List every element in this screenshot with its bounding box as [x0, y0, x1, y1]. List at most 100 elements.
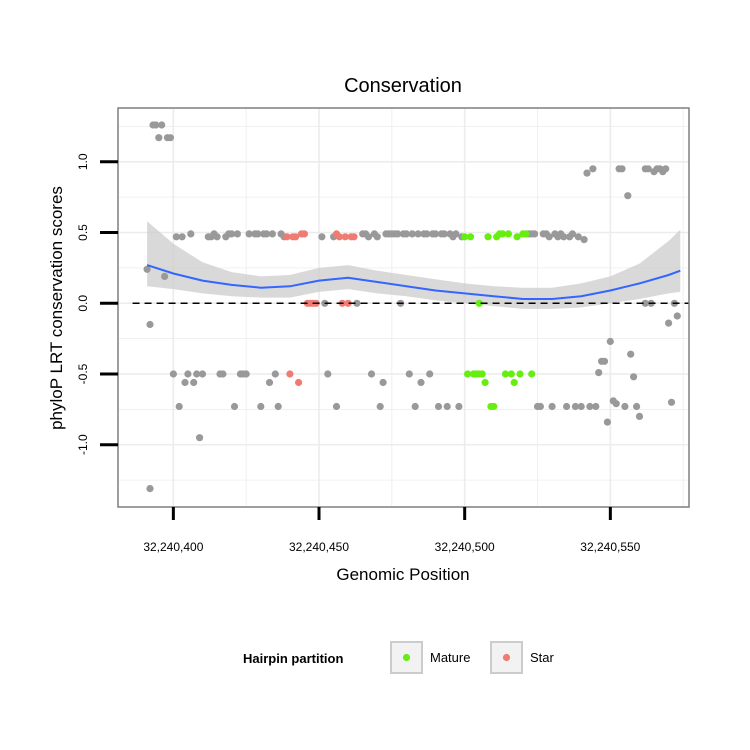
series-other [143, 121, 681, 493]
data-point-other [440, 230, 448, 238]
data-point-star [292, 233, 300, 241]
data-point-other [633, 402, 641, 411]
data-point-other [265, 378, 274, 387]
y-axis-title: phyloP LRT conservation scores [47, 186, 66, 430]
x-axis: 32,240,400 32,240,450 32,240,500 32,240,550 [143, 507, 641, 554]
data-point-other [196, 434, 204, 442]
data-point-other [580, 236, 588, 244]
data-point-other [531, 230, 539, 238]
data-point-other [665, 319, 673, 327]
smooth-line-layer [146, 264, 681, 300]
data-point-other [172, 233, 180, 241]
data-point-other [233, 230, 241, 238]
panel-background [118, 108, 689, 507]
data-point-other [373, 233, 381, 241]
data-point-star [344, 299, 352, 307]
data-point-other [624, 192, 632, 200]
data-point-other [332, 402, 341, 411]
data-point-other [187, 230, 195, 238]
data-point-other [263, 230, 271, 238]
y-tick-label: -1.0 [76, 434, 90, 455]
y-tick-label: 0.0 [76, 295, 90, 312]
data-point-other [181, 378, 189, 387]
x-tick-label: 32,240,500 [435, 540, 495, 554]
data-point-other [423, 230, 431, 238]
data-point-other [379, 378, 387, 387]
data-point-other [169, 370, 177, 378]
data-point-other [268, 230, 276, 238]
legend-dot-star [502, 653, 511, 662]
data-point-star [286, 370, 294, 378]
legend-dot-mature [402, 653, 411, 662]
data-point-mature [504, 230, 512, 238]
data-point-mature [507, 370, 515, 378]
data-point-other [571, 402, 580, 411]
data-point-mature [481, 378, 489, 387]
data-point-other [592, 402, 600, 411]
data-point-other [254, 230, 262, 238]
data-point-other [242, 370, 250, 378]
data-point-other [600, 357, 609, 365]
data-point-mature [528, 370, 536, 378]
points-layer [143, 121, 681, 493]
data-point-other [560, 233, 568, 241]
legend-title: Hairpin partition [243, 651, 343, 666]
data-point-other [627, 350, 635, 358]
data-point-other [198, 370, 207, 378]
legend-item-mature: Mature [390, 641, 470, 674]
data-point-star [295, 378, 303, 387]
data-point-other [577, 402, 585, 411]
data-point-other [434, 402, 443, 411]
data-point-mature [461, 233, 469, 241]
plot-panel [117, 107, 690, 508]
data-point-other [193, 370, 201, 378]
data-point-other [635, 412, 644, 420]
data-point-other [143, 265, 151, 273]
legend: Hairpin partition Mature Star [243, 641, 555, 674]
data-point-other [324, 370, 332, 378]
data-point-other [405, 370, 413, 378]
data-point-mature [475, 299, 483, 307]
data-point-other [158, 121, 166, 129]
data-point-other [568, 230, 577, 238]
data-point-other [612, 400, 620, 408]
data-point-star [350, 233, 358, 241]
data-point-other [563, 402, 571, 411]
data-point-mature [464, 370, 472, 378]
data-point-mature [522, 230, 530, 238]
data-point-other [641, 299, 649, 307]
data-point-other [213, 233, 221, 241]
data-point-other [190, 378, 198, 387]
data-point-other [376, 402, 384, 411]
data-point-other [621, 402, 629, 411]
y-axis: -1.0 -0.5 0.0 0.5 1.0 [76, 153, 118, 455]
data-point-other [318, 233, 326, 241]
data-point-mature [499, 230, 507, 238]
data-point-other [152, 121, 160, 129]
data-point-other [606, 337, 614, 346]
data-point-other [228, 230, 236, 238]
data-point-other [146, 320, 154, 329]
legend-label-star: Star [530, 650, 555, 665]
data-point-other [455, 402, 463, 411]
x-tick-label: 32,240,450 [289, 540, 349, 554]
x-axis-title: Genomic Position [336, 565, 469, 584]
data-point-other [603, 418, 612, 426]
legend-item-star: Star [490, 641, 555, 674]
y-tick-label: -0.5 [76, 363, 90, 384]
data-point-mature [490, 402, 498, 411]
data-point-other [245, 230, 253, 238]
y-tick-label: 0.5 [76, 224, 90, 241]
data-point-other [184, 370, 192, 378]
data-point-other [630, 373, 638, 381]
data-point-other [595, 369, 603, 377]
data-point-other [618, 165, 626, 173]
data-point-other [548, 402, 556, 411]
data-point-other [426, 370, 434, 378]
data-point-mature [478, 370, 486, 378]
data-point-other [574, 233, 582, 241]
data-point-other [257, 402, 265, 411]
legend-label-mature: Mature [430, 650, 470, 665]
data-point-other [536, 402, 545, 411]
